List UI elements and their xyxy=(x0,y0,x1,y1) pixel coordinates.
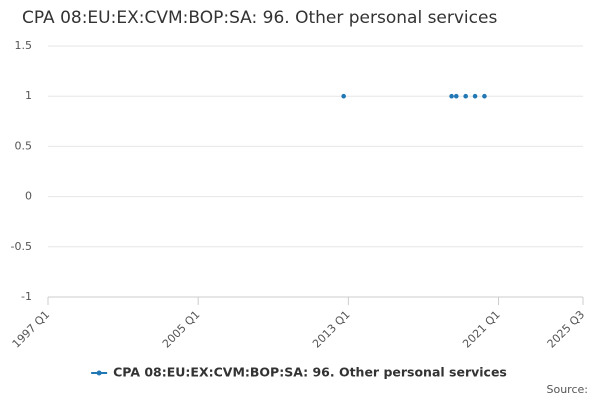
legend-marker xyxy=(96,370,102,376)
point xyxy=(453,93,459,99)
point xyxy=(472,93,478,99)
x-tick-label: 2005 Q1 xyxy=(160,308,203,351)
x-tick-label: 2025 Q3 xyxy=(545,308,588,351)
point xyxy=(449,93,454,99)
y-tick-label: 1 xyxy=(25,89,32,102)
y-tick-label: 1.5 xyxy=(15,39,33,52)
x-tick-label: 2013 Q1 xyxy=(310,308,353,351)
y-tick-label: -1 xyxy=(21,290,32,303)
point xyxy=(482,93,487,99)
chart-title: CPA 08:EU:EX:CVM:BOP:SA: 96. Other perso… xyxy=(22,8,497,28)
y-tick-label: 0 xyxy=(25,190,32,203)
y-tick-label: -0.5 xyxy=(11,240,32,253)
source: Source: xyxy=(547,383,589,396)
point xyxy=(463,93,468,99)
legend-label: CPA 08:EU:EX:CVM:BOP:SA: 96. Other perso… xyxy=(113,365,507,380)
x-tick-label: 2021 Q1 xyxy=(460,308,503,351)
point xyxy=(341,93,346,99)
y-tick-label: 0.5 xyxy=(15,139,33,152)
x-tick-label: 1997 Q1 xyxy=(10,308,53,351)
